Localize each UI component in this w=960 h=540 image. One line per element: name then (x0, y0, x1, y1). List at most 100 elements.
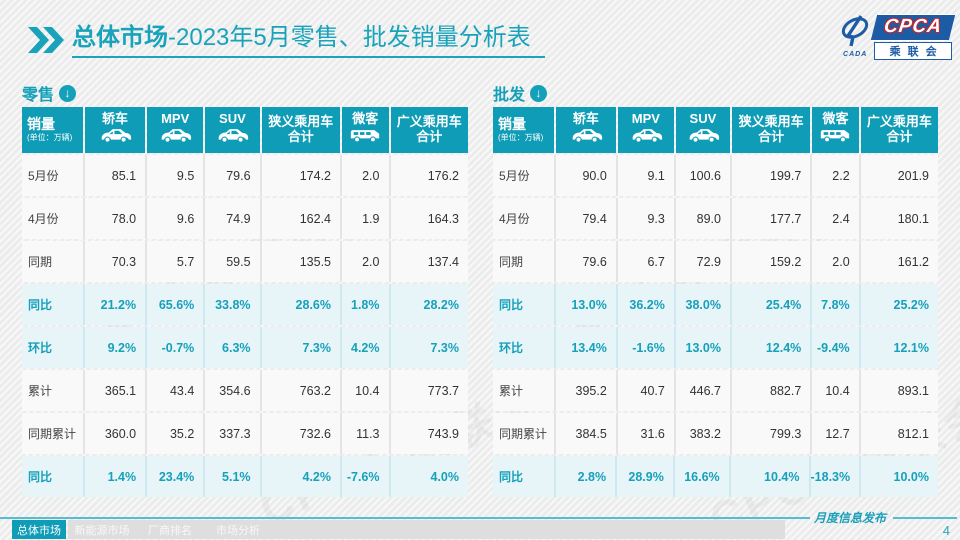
cell-value: 9.6 (147, 198, 204, 239)
cell-value: 384.5 (555, 413, 616, 454)
column-header: 微客 (342, 107, 389, 153)
table-row: 同期累计 384.5 31.6 383.2 799.3 12.7 812.1 (493, 413, 938, 454)
cpca-logo: CADA CPCA 乘联会 (839, 14, 956, 60)
cell-value: 79.4 (555, 198, 616, 239)
cell-value: 2.4 (812, 198, 859, 239)
row-label: 环比 (22, 327, 84, 368)
car-icon (214, 127, 250, 148)
table-row: 4月份 78.0 9.6 74.9 162.4 1.9 164.3 (22, 198, 468, 239)
cell-value: 9.5 (147, 155, 204, 196)
wholesale-section-header: 批发 ↓ (493, 82, 938, 104)
cada-mark: CADA (839, 14, 871, 58)
table-row: 5月份 85.1 9.5 79.6 174.2 2.0 176.2 (22, 155, 468, 196)
cell-value: 7.3% (390, 327, 468, 368)
unit-label: (单位：万辆) (498, 132, 544, 142)
cell-value: 74.9 (205, 198, 260, 239)
retail-section: 零售 ↓ 销量 (单位：万辆) 轿车 MPV SUV 狭义乘用车 合计 微客 广义乘用车 合计 5月… (22, 82, 468, 497)
cell-value: 13.0% (555, 284, 616, 325)
cell-value: 4.2% (261, 456, 340, 497)
row-label: 5月份 (22, 155, 84, 196)
tab-market-analysis[interactable]: 市场分析 (216, 524, 260, 537)
cell-value: 162.4 (261, 198, 340, 239)
cell-value: 2.0 (342, 155, 389, 196)
cell-value: 23.4% (147, 456, 204, 497)
car-icon (628, 127, 664, 148)
cell-value: 31.6 (617, 413, 674, 454)
cell-value: 882.7 (731, 370, 811, 411)
sales-volume-header: 销量 (单位：万辆) (493, 107, 554, 153)
cell-value: 59.5 (205, 241, 260, 282)
column-header-label: 轿车 (572, 111, 599, 127)
cell-value: 9.1 (617, 155, 674, 196)
column-header: 微客 (812, 107, 859, 153)
cell-value: 7.3% (261, 327, 340, 368)
cell-value: 13.4% (555, 327, 616, 368)
cell-value: 21.2% (85, 284, 146, 325)
cell-value: 360.0 (85, 413, 146, 454)
cell-value: 732.6 (261, 413, 340, 454)
cpca-flag-bg: CPCA (870, 14, 956, 41)
column-header-label: 狭义乘用车 (268, 114, 334, 130)
cell-value: 2.2 (812, 155, 859, 196)
column-header: SUV (675, 107, 730, 153)
row-label: 4月份 (493, 198, 554, 239)
row-label: 累计 (493, 370, 554, 411)
row-label: 同期累计 (22, 413, 84, 454)
cell-value: 4.0% (390, 456, 468, 497)
cell-value: 354.6 (205, 370, 260, 411)
car-icon (568, 127, 604, 148)
column-header: 狭义乘用车 合计 (261, 107, 340, 153)
table-row: 同比 21.2% 65.6% 33.8% 28.6% 1.8% 28.2% (22, 284, 468, 325)
cell-value: 6.7 (617, 241, 674, 282)
column-header-label-line2: 合计 (287, 129, 314, 144)
cell-value: 383.2 (675, 413, 730, 454)
cell-value: 33.8% (205, 284, 260, 325)
retail-table: 销量 (单位：万辆) 轿车 MPV SUV 狭义乘用车 合计 微客 广义乘用车 合计 5月份 85.1… (22, 107, 468, 497)
cell-value: 65.6% (147, 284, 204, 325)
column-header-label: SUV (689, 111, 717, 127)
cell-value: 763.2 (261, 370, 340, 411)
page-title-highlight: 总体市场 (72, 24, 168, 51)
tab-manufacturer-ranking[interactable]: 厂商排名 (148, 524, 192, 537)
retail-section-header: 零售 ↓ (22, 82, 468, 104)
cell-value: 10.0% (861, 456, 938, 497)
car-icon (685, 127, 721, 148)
cell-value: 13.0% (675, 327, 730, 368)
cell-value: 79.6 (555, 241, 616, 282)
cell-value: 137.4 (390, 241, 468, 282)
tab-nev-market[interactable]: 新能源市场 (74, 524, 130, 537)
page-header: 总体市场-2023年5月零售、批发销量分析表 (28, 24, 545, 58)
cell-value: 38.0% (675, 284, 730, 325)
cell-value: 337.3 (205, 413, 260, 454)
row-label: 同比 (493, 456, 554, 497)
cell-value: 135.5 (261, 241, 340, 282)
table-row: 同比 2.8% 28.9% 16.6% 10.4% -18.3% 10.0% (493, 456, 938, 497)
cada-swoosh-icon (841, 15, 869, 47)
cell-value: -7.6% (342, 456, 389, 497)
cell-value: 12.7 (812, 413, 859, 454)
wholesale-table: 销量 (单位：万辆) 轿车 MPV SUV 狭义乘用车 合计 微客 广义乘用车 合计 5月份 90.0… (493, 107, 938, 497)
cell-value: 9.2% (85, 327, 146, 368)
tab-overall-market[interactable]: 总体市场 (12, 520, 66, 539)
cell-value: 5.7 (147, 241, 204, 282)
column-header-label: MPV (631, 111, 660, 127)
cell-value: 85.1 (85, 155, 146, 196)
cell-value: 72.9 (675, 241, 730, 282)
footer-tabs: 总体市场 新能源市场 厂商排名 市场分析 (12, 520, 785, 539)
table-row: 同比 1.4% 23.4% 5.1% 4.2% -7.6% 4.0% (22, 456, 468, 497)
van-icon (348, 127, 382, 148)
cell-value: 10.4 (812, 370, 859, 411)
row-label: 累计 (22, 370, 84, 411)
double-chevron-right-icon (28, 27, 64, 53)
cell-value: 201.9 (860, 155, 938, 196)
row-label: 同比 (22, 456, 84, 497)
column-header-label: MPV (161, 111, 190, 127)
circle-down-arrow-icon: ↓ (530, 84, 548, 102)
column-header-label: 广义乘用车 (396, 114, 462, 130)
table-header-row: 销量 (单位：万辆) 轿车 MPV SUV 狭义乘用车 合计 微客 广义乘用车 合计 (493, 107, 938, 153)
table-row: 累计 365.1 43.4 354.6 763.2 10.4 773.7 (22, 370, 468, 411)
van-icon (818, 127, 852, 148)
footer-tab-bar: 新能源市场 厂商排名 市场分析 (68, 520, 785, 539)
wholesale-section-label: 批发 (493, 87, 526, 104)
circle-down-arrow-icon: ↓ (59, 84, 77, 102)
